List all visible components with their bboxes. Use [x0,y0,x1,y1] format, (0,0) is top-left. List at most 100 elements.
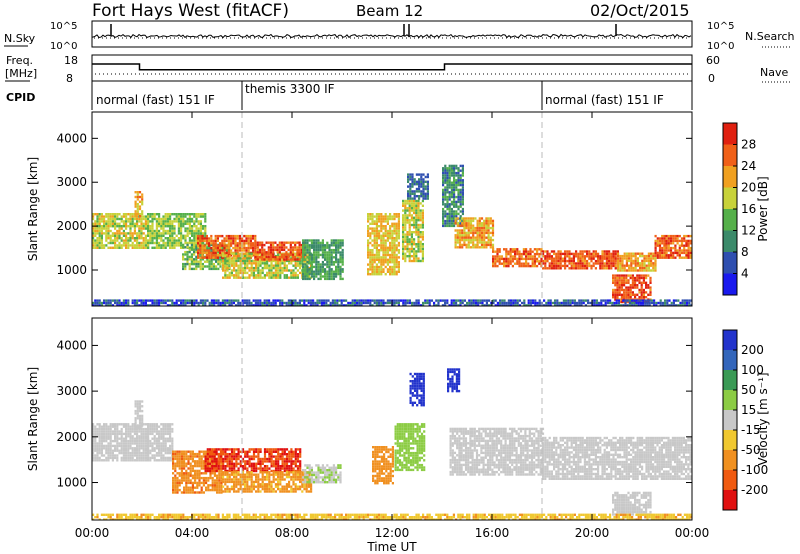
heatmap-cell [335,270,338,273]
heatmap-cell [472,243,475,247]
heatmap-cell [384,217,387,221]
heatmap-cell [422,195,425,198]
heatmap-cell [612,281,615,284]
heatmap-cell [270,264,273,267]
heatmap-cell [92,430,95,433]
heatmap-cell [546,267,549,270]
heatmap-cell [413,238,416,241]
heatmap-cell [193,250,196,254]
heatmap-cell [92,437,95,440]
heatmap-cell [442,174,445,177]
heatmap-cell [257,262,260,265]
heatmap-cell [304,239,307,242]
heatmap-cell [393,304,396,306]
heatmap-cell [422,197,425,200]
heatmap-cell [96,222,99,225]
heatmap-cell [193,229,196,233]
heatmap-cell [586,267,589,270]
heatmap-cell [142,459,145,462]
heatmap-cell [616,281,619,284]
heatmap-cell [210,262,213,266]
heatmap-cell [457,195,460,199]
heatmap-cell [678,239,681,243]
heatmap-cell [369,241,372,245]
heatmap-cell [236,254,239,257]
heatmap-cell [103,454,106,457]
heatmap-cell [238,242,241,245]
heatmap-cell [239,266,242,270]
heatmap-cell [206,260,209,263]
heatmap-cell [542,255,545,258]
heatmap-cell [639,301,642,305]
heatmap-cell [339,241,342,245]
heatmap-cell [570,267,573,270]
heatmap-cell [321,256,324,259]
heatmap-cell [407,185,410,188]
heatmap-cell [667,234,670,238]
heatmap-cell [410,255,413,258]
heatmap-cell [105,435,108,438]
heatmap-cell [245,246,248,250]
heatmap-cell [491,226,495,230]
heatmap-cell [184,258,187,261]
heatmap-cell [147,451,150,455]
heatmap-cell [149,239,152,242]
heatmap-cell [415,245,418,248]
heatmap-cell [531,260,534,263]
heatmap-cell [98,442,101,445]
heatmap-cell [592,257,595,260]
heatmap-cell [555,255,558,258]
heatmap-cell [221,246,224,249]
heatmap-cell [386,220,389,223]
heatmap-cell [380,265,383,269]
heatmap-cell [92,222,95,225]
heatmap-cell [413,252,416,255]
heatmap-region [492,248,543,268]
heatmap-cell [197,246,200,249]
heatmap-cell [620,276,623,280]
heatmap-cell [175,299,178,302]
heatmap-cell [149,234,152,237]
heatmap-cell [285,276,288,279]
heatmap-cell [461,217,464,220]
heatmap-cell [221,242,224,245]
heatmap-cell [463,236,466,239]
heatmap-cell [310,241,313,245]
heatmap-cell [248,257,251,260]
heatmap-cell [111,217,114,221]
heatmap-cell [413,259,416,263]
heatmap-cell [410,233,413,236]
heatmap-cell [378,261,381,264]
heatmap-cell [138,435,141,438]
heatmap-cell [315,258,318,261]
heatmap-cell [302,268,305,271]
heatmap-cell [127,456,130,460]
heatmap-cell [326,246,329,249]
heatmap-cell [642,299,645,302]
heatmap-cell [114,423,117,426]
heatmap-cell [614,257,617,260]
heatmap-cell [103,447,106,450]
heatmap-cell [402,226,405,229]
heatmap-cell [448,195,451,199]
heatmap-cell [476,224,479,227]
heatmap-cell [301,299,304,302]
heatmap-cell [109,451,112,455]
heatmap-cell [127,244,130,247]
heatmap-cell [472,219,475,223]
heatmap-cell [190,258,193,261]
heatmap-cell [266,259,269,263]
heatmap-cell [270,304,273,306]
heatmap-cell [544,257,547,260]
heatmap-cell [674,239,677,243]
heatmap-cell [277,274,280,277]
heatmap-cell [223,249,226,252]
heatmap-cell [614,284,617,287]
heatmap-cell [114,239,117,242]
heatmap-cell [254,243,257,247]
heatmap-cell [233,269,236,272]
heatmap-cell [556,304,559,306]
heatmap-cell [409,173,412,176]
heatmap-cell [140,437,143,440]
heatmap-cell [296,301,299,305]
